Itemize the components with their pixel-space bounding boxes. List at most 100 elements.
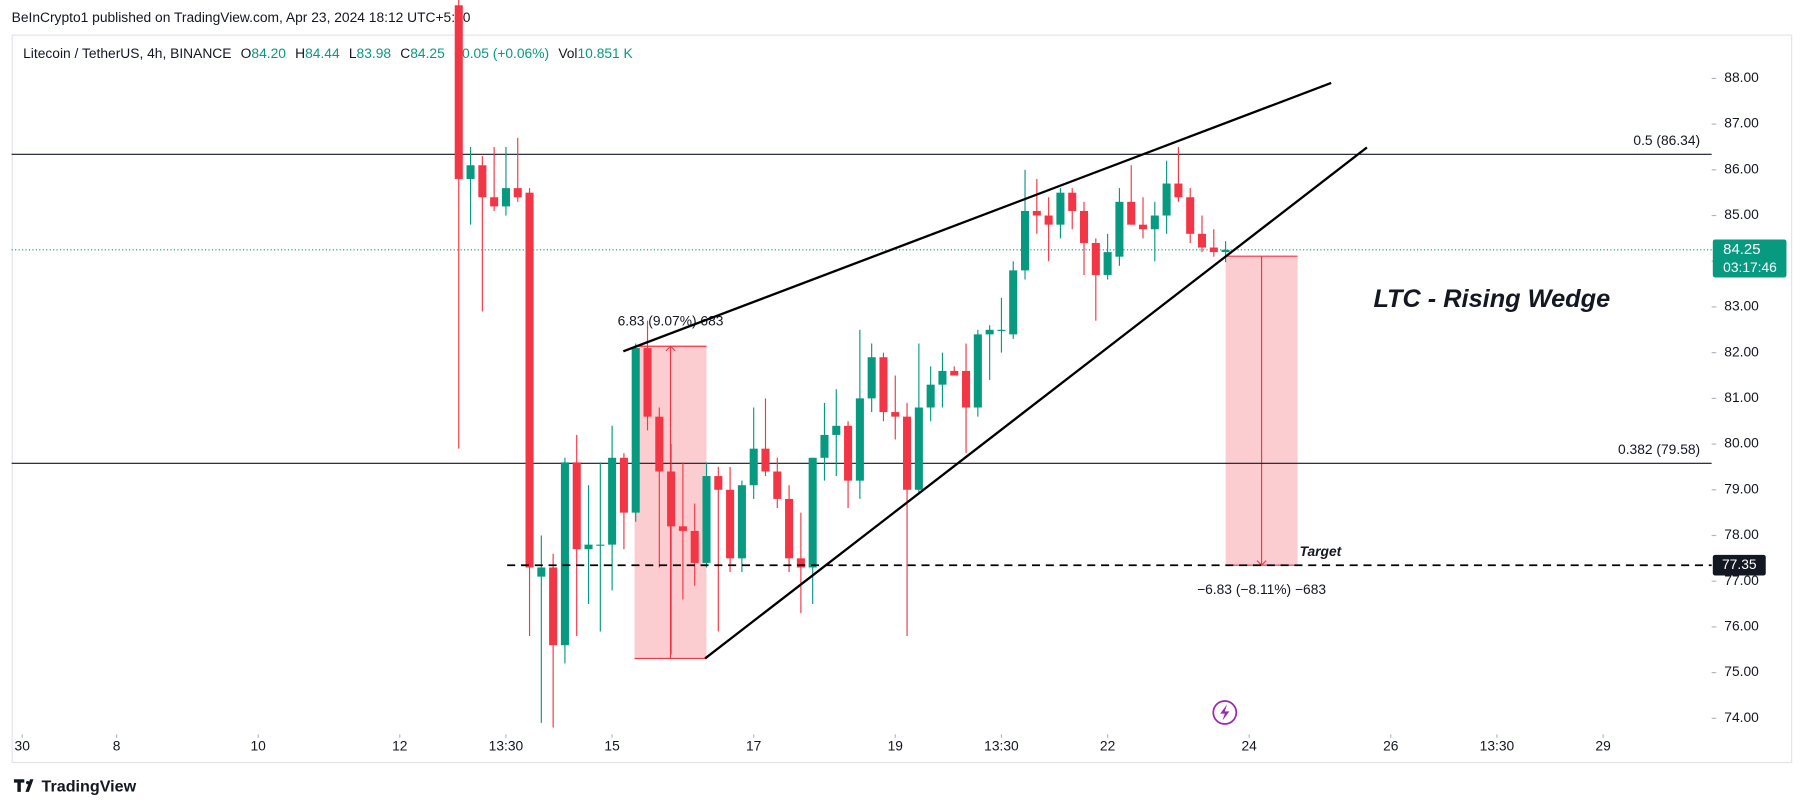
candle-body (962, 370, 971, 408)
candle-body (761, 448, 770, 472)
candle-body (549, 567, 558, 646)
candle-body (914, 407, 923, 490)
legend-title: Litecoin / TetherUS, 4h, BINANCE (23, 45, 231, 61)
candle-body (1115, 201, 1124, 257)
legend-value: 84.25 (410, 45, 445, 61)
x-tick-label: 22 (1100, 738, 1115, 754)
candle-body (619, 457, 628, 513)
candle-body (785, 498, 794, 559)
fib-label: 0.5 (86.34) (1633, 132, 1700, 148)
fib-label: 0.382 (79.58) (1618, 441, 1700, 457)
candle-body (1209, 247, 1218, 253)
lightning-icon (1212, 700, 1238, 725)
chart-title: LTC - Rising Wedge (1373, 285, 1610, 313)
legend-key: C (400, 45, 410, 61)
legend-value: 84.44 (305, 45, 340, 61)
candle-body (1127, 201, 1136, 225)
y-tick-label: 83.00 (1724, 298, 1759, 314)
candle-body (950, 370, 959, 376)
candle-body (1091, 242, 1100, 275)
legend-value: 83.98 (357, 45, 392, 61)
legend-value: 10.851 K (578, 45, 634, 61)
candle-body (844, 425, 853, 481)
target-label: Target (1300, 543, 1343, 559)
measure-label: 6.83 (9.07%) 683 (618, 313, 724, 329)
y-tick-label: 86.00 (1724, 160, 1759, 176)
candle-body (891, 412, 900, 417)
y-tick-label: 80.00 (1724, 435, 1759, 451)
candle-body (796, 558, 805, 568)
wedge-line (622, 81, 1332, 353)
candle-body (572, 462, 581, 550)
y-tick-label: 88.00 (1724, 69, 1759, 85)
candle-body (879, 357, 888, 413)
x-tick-label: 8 (113, 738, 121, 754)
candle-body (1079, 210, 1089, 243)
countdown-label: 03:17:46 (1723, 259, 1777, 275)
candle-body (773, 471, 782, 499)
y-tick-label: 76.00 (1724, 618, 1759, 634)
candle-body (903, 416, 912, 490)
candle-body (1103, 252, 1112, 275)
legend: Litecoin / TetherUS, 4h, BINANCE O84.20 H8… (23, 45, 633, 61)
candle-body (655, 416, 664, 472)
footer-logo: TradingView (42, 778, 137, 796)
candle-body (560, 462, 569, 646)
candle-body (867, 357, 876, 399)
measure-arrowhead (1256, 560, 1267, 567)
candle-body (584, 544, 593, 550)
candle-body (1056, 192, 1065, 225)
candle-body (702, 476, 711, 563)
tv-logo (13, 779, 34, 792)
legend-value: +0.05 (+0.06%) (454, 45, 549, 61)
candle-body (608, 457, 617, 545)
y-tick-label: 81.00 (1724, 389, 1759, 405)
x-tick-label: 19 (888, 738, 904, 754)
candle-body (478, 165, 487, 198)
last-price-label: 84.25 (1723, 241, 1760, 258)
x-tick-label: 13:30 (984, 738, 1019, 754)
y-tick-label: 77.00 (1724, 572, 1759, 588)
legend-key: H (295, 45, 305, 61)
y-tick-label: 75.00 (1724, 663, 1759, 679)
y-tick-label: 74.00 (1724, 709, 1759, 725)
candle-body (643, 348, 652, 417)
measure-arrowhead (665, 345, 676, 352)
x-tick-label: 30 (15, 738, 31, 754)
candle-body (926, 384, 935, 408)
x-tick-label: 29 (1595, 738, 1611, 754)
measure-label: −6.83 (−8.11%) −683 (1197, 581, 1326, 597)
candle-body (667, 471, 676, 527)
y-tick-label: 79.00 (1724, 480, 1759, 496)
candle-body (1021, 210, 1030, 271)
legend-key: O (241, 45, 252, 61)
candle-body (490, 197, 499, 207)
candle-body (513, 188, 522, 198)
candle-body (973, 334, 982, 408)
candle-body (454, 5, 463, 179)
candle-body (749, 448, 758, 486)
candle-body (997, 329, 1006, 331)
chart-frame (11, 34, 1793, 764)
x-tick-label: 15 (604, 738, 620, 754)
last-price-tag (1712, 239, 1787, 278)
y-tick-label: 87.00 (1724, 115, 1759, 131)
candle-body (1174, 183, 1183, 198)
x-tick-label: 24 (1242, 738, 1258, 754)
x-tick-label: 10 (251, 738, 267, 754)
candle-body (1197, 233, 1207, 248)
candle-body (596, 544, 605, 546)
candle-body (1138, 224, 1148, 230)
candle-body (466, 165, 475, 179)
legend-value: 84.20 (251, 45, 286, 61)
y-tick-label: 78.00 (1724, 526, 1759, 542)
candle-body (1186, 197, 1195, 234)
candle-body (525, 192, 534, 568)
candle-body (714, 476, 723, 490)
candle-body (985, 329, 994, 335)
legend-key: Vol (558, 45, 577, 61)
y-tick-label: 85.00 (1724, 206, 1759, 222)
target-tag (1712, 554, 1766, 576)
x-tick-label: 13:30 (1480, 738, 1515, 754)
